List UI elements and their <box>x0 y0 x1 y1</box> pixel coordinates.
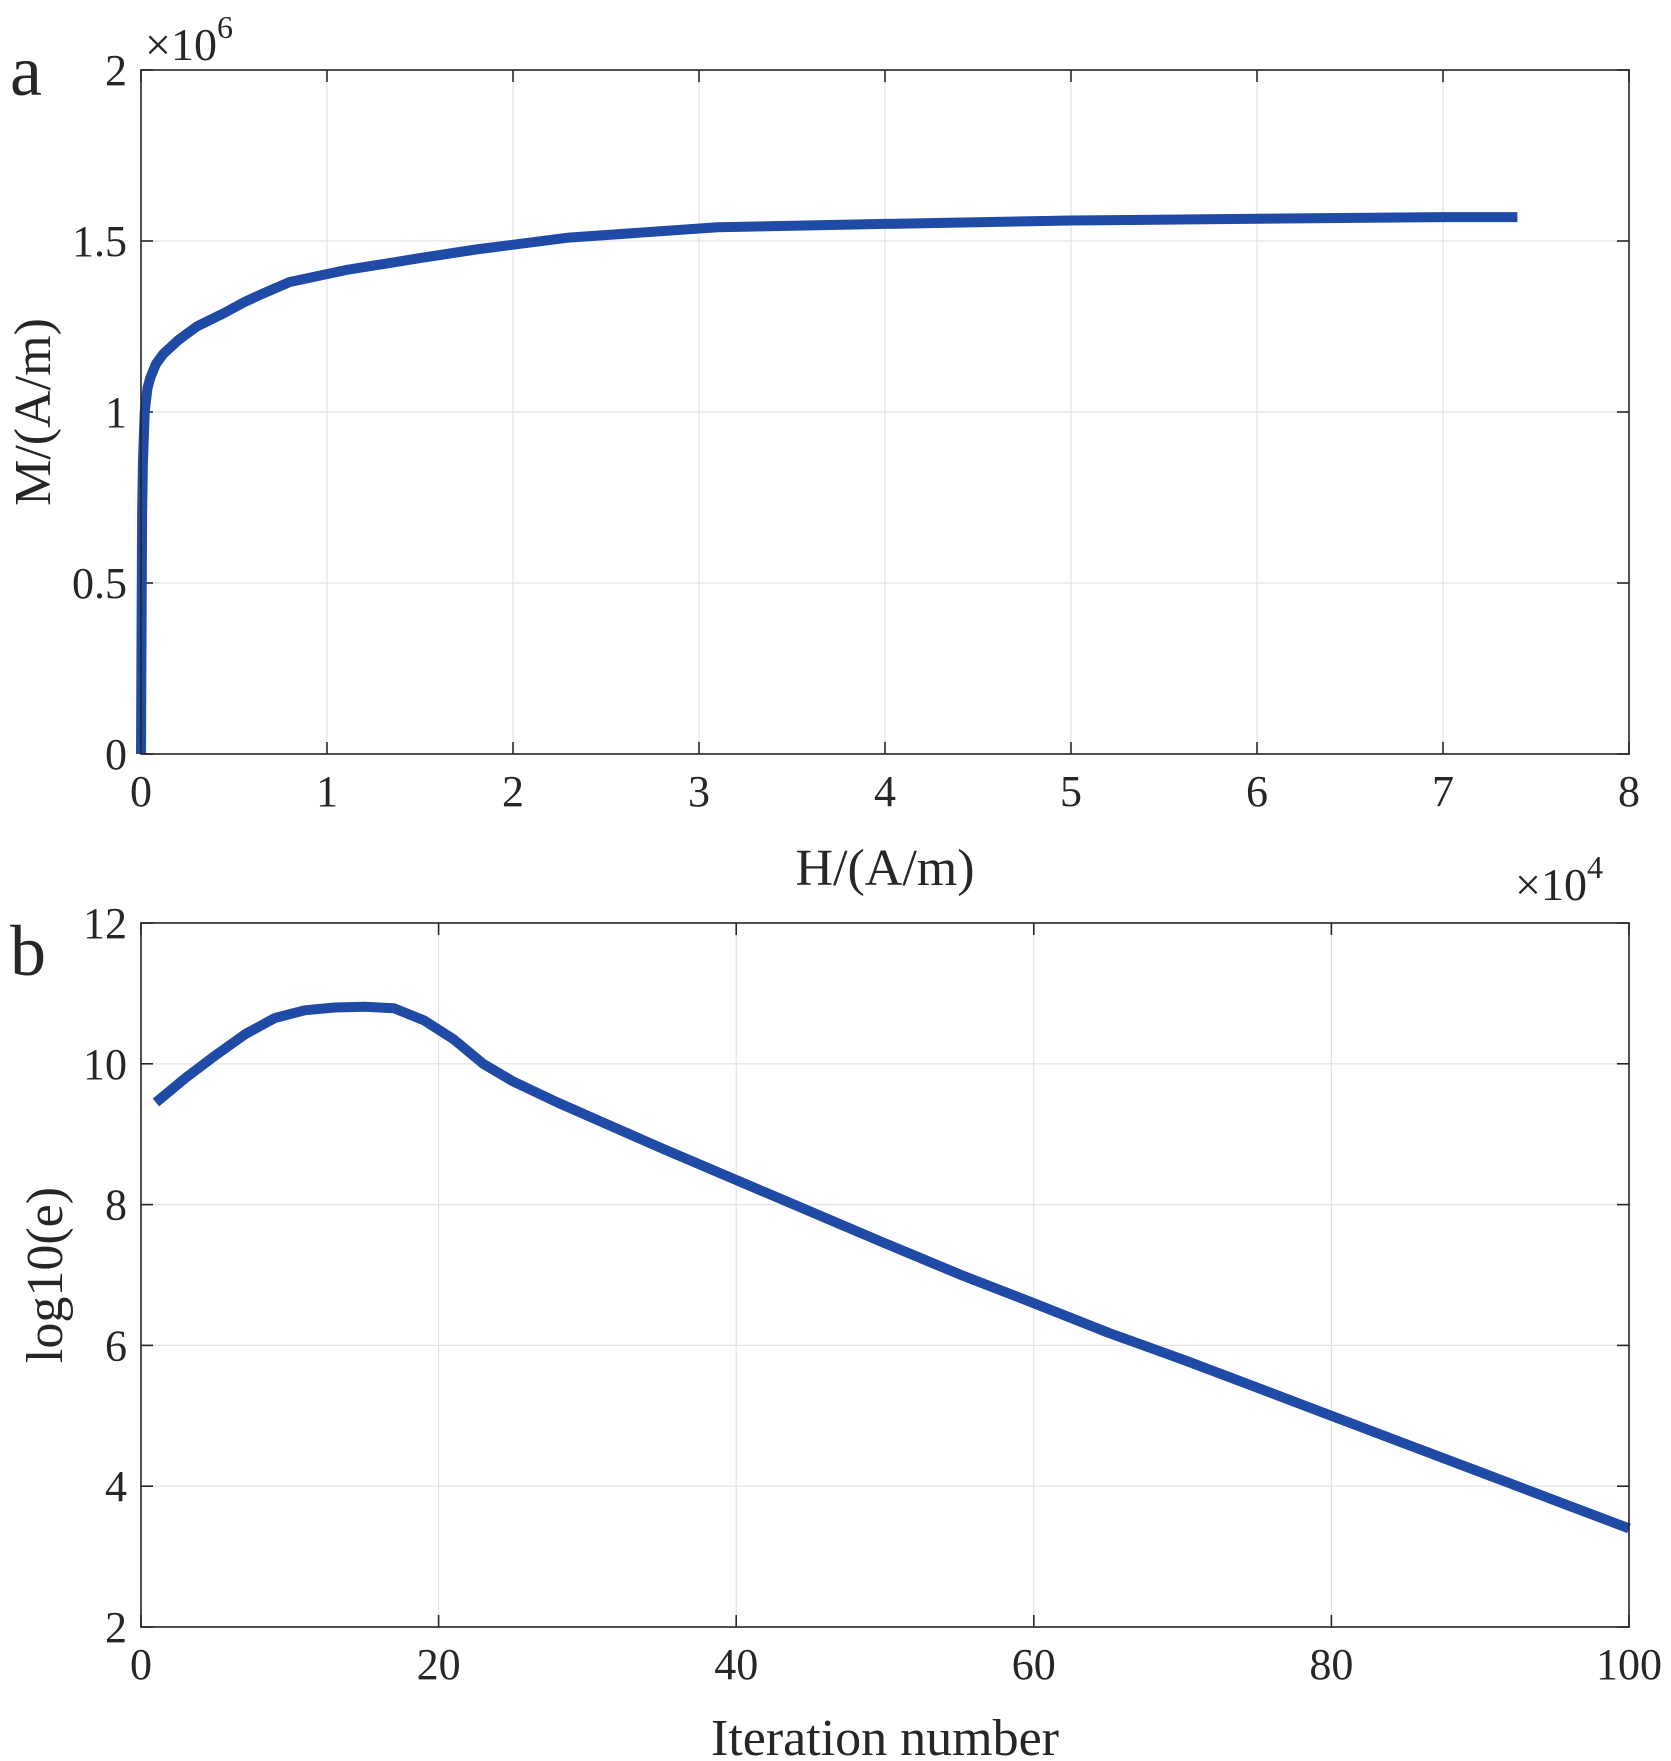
panel-a-x-tick-label: 2 <box>502 767 524 816</box>
panel-a-x-tick-label: 0 <box>130 767 152 816</box>
panel-a-gridlines <box>140 69 1630 755</box>
panel-b-ticks <box>140 922 1630 1628</box>
panel-b-y-tick-label: 12 <box>83 899 127 948</box>
panel-a-x-tick-label: 6 <box>1246 767 1268 816</box>
panel-b-convergence-curve: b 0 20 40 60 80 100 2 4 6 8 10 12 Iteration number… <box>10 899 1662 1761</box>
panel-a-x-tick-labels: 0 1 2 3 4 5 6 7 8 <box>130 767 1640 816</box>
panel-a-y-multiplier: ×106 <box>145 9 233 70</box>
panel-b-x-tick-label: 40 <box>714 1640 758 1689</box>
panel-b-y-tick-label: 2 <box>105 1603 127 1652</box>
panel-b-x-tick-label: 80 <box>1309 1640 1353 1689</box>
panel-b-y-tick-label: 4 <box>105 1462 127 1511</box>
panel-a-x-tick-label: 4 <box>874 767 896 816</box>
panel-a-series <box>136 212 1518 755</box>
panel-b-y-tick-label: 10 <box>83 1040 127 1089</box>
panel-a-y-tick-labels: 0 0.5 1 1.5 2 <box>72 46 127 779</box>
panel-b-series <box>152 1001 1631 1534</box>
panel-a-x-tick-label: 7 <box>1432 767 1454 816</box>
panel-b-gridlines <box>140 922 1630 1628</box>
panel-b-letter: b <box>10 911 46 991</box>
panel-a-y-axis-label: M/(A/m) <box>5 318 62 506</box>
panel-a-magnetization-curve: a 0 1 2 3 4 5 6 7 8 0 0.5 1 1.5 2 H/(A/m) M/(A/m) ×1… <box>5 9 1640 910</box>
panel-a-y-tick-label: 2 <box>105 46 127 95</box>
panel-a-y-tick-label: 0 <box>105 730 127 779</box>
panel-b-x-tick-label: 0 <box>130 1640 152 1689</box>
panel-b-x-tick-label: 20 <box>417 1640 461 1689</box>
panel-b-x-axis-label: Iteration number <box>711 1710 1059 1761</box>
panel-a-series-line <box>136 212 1518 755</box>
panel-a-y-tick-label: 1 <box>105 388 127 437</box>
panel-a-x-tick-label: 8 <box>1618 767 1640 816</box>
panel-a-x-tick-label: 3 <box>688 767 710 816</box>
panel-a-axes-box <box>140 69 1630 755</box>
panel-b-y-tick-label: 6 <box>105 1321 127 1370</box>
panel-a-letter: a <box>10 31 42 111</box>
panel-b-axes-box <box>140 922 1630 1628</box>
panel-a-y-tick-label: 0.5 <box>72 559 127 608</box>
panel-a-x-tick-label: 1 <box>316 767 338 816</box>
panel-b-series-line <box>152 1001 1631 1534</box>
panel-a-x-tick-label: 5 <box>1060 767 1082 816</box>
panel-a-y-tick-label: 1.5 <box>72 217 127 266</box>
panel-a-x-multiplier: ×104 <box>1515 849 1603 910</box>
panel-b-x-tick-label: 60 <box>1012 1640 1056 1689</box>
panel-b-y-axis-label: log10(e) <box>17 1187 74 1363</box>
panel-b-y-tick-labels: 2 4 6 8 10 12 <box>83 899 127 1652</box>
panel-b-x-tick-labels: 0 20 40 60 80 100 <box>130 1640 1662 1689</box>
panel-a-x-axis-label: H/(A/m) <box>795 840 974 897</box>
panel-b-x-tick-label: 100 <box>1596 1640 1662 1689</box>
panel-b-y-tick-label: 8 <box>105 1181 127 1230</box>
